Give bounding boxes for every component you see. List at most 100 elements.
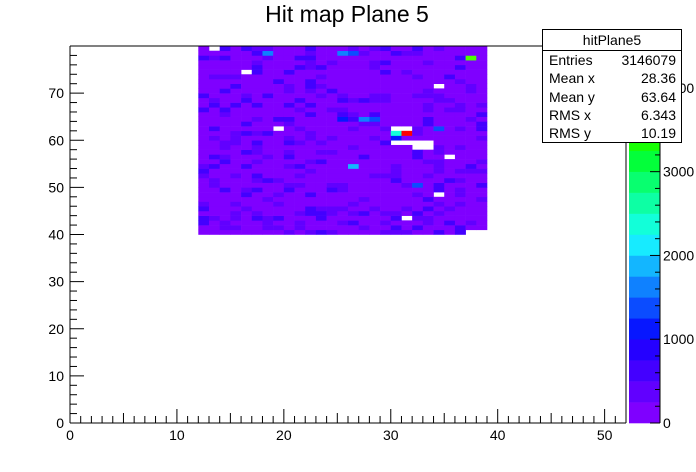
heatmap-cell (262, 192, 274, 198)
heatmap-cell (358, 46, 370, 52)
heatmap-cell (294, 206, 306, 212)
heatmap-cell (326, 182, 338, 188)
heatmap-cell (380, 149, 392, 155)
heatmap-cell (380, 74, 392, 80)
heatmap-cell (369, 210, 381, 216)
heatmap-cell (401, 74, 413, 80)
heatmap-cell (294, 144, 306, 150)
heatmap-cell (251, 107, 263, 113)
heatmap-cell (444, 173, 456, 179)
heatmap-cell (454, 140, 466, 146)
heatmap-cell (444, 187, 456, 193)
heatmap-cell (444, 135, 456, 141)
stats-title: hitPlane5 (543, 30, 681, 51)
heatmap-cell (251, 201, 263, 207)
heatmap-cell (273, 130, 285, 136)
heatmap-cell (390, 173, 402, 179)
heatmap-cell (369, 206, 381, 212)
heatmap-cell (294, 116, 306, 122)
heatmap-cell (369, 229, 381, 235)
heatmap-cell (315, 111, 327, 117)
heatmap-cell (412, 126, 424, 132)
heatmap-cell (348, 225, 359, 231)
heatmap-cell (305, 149, 317, 155)
heatmap-cell (198, 88, 210, 94)
heatmap-cell (241, 163, 253, 169)
color-scale-swatch (629, 360, 660, 382)
heatmap-cell (476, 46, 488, 52)
stats-value: 10.19 (640, 125, 676, 142)
heatmap-cell (390, 102, 402, 108)
heatmap-cell (369, 50, 381, 56)
y-tick-label: 30 (48, 274, 64, 290)
heatmap-cell (241, 149, 253, 155)
heatmap-cell (390, 149, 402, 155)
heatmap-cell (262, 55, 274, 61)
heatmap-cell (390, 50, 402, 56)
heatmap-cell (198, 159, 210, 165)
y-tick-label: 0 (56, 415, 64, 431)
heatmap-cell (465, 210, 477, 216)
heatmap-cell (219, 83, 231, 89)
heatmap-cell (326, 126, 338, 132)
heatmap-cell (390, 177, 402, 183)
heatmap-cell (273, 173, 285, 179)
heatmap-cell (348, 173, 359, 179)
heatmap-cell (369, 177, 381, 183)
heatmap-cell (369, 201, 381, 207)
heatmap-cell (476, 196, 488, 202)
heatmap-cell (305, 135, 317, 141)
heatmap-cell (465, 135, 477, 141)
stats-label: Entries (549, 52, 593, 68)
heatmap-cell (412, 173, 424, 179)
heatmap-cell (305, 220, 317, 226)
heatmap-cell (326, 215, 338, 221)
heatmap-cell (454, 215, 466, 221)
heatmap-cell (315, 83, 327, 89)
heatmap-cell (198, 69, 210, 75)
heatmap-cell (198, 215, 210, 221)
heatmap-cell (262, 215, 274, 221)
heatmap-cell (412, 220, 424, 226)
heatmap-cell (251, 220, 263, 226)
heatmap-cell (198, 168, 210, 174)
heatmap-cell (262, 121, 274, 127)
heatmap-cell (230, 192, 242, 198)
heatmap-cell (230, 225, 242, 231)
heatmap-cell (454, 196, 466, 202)
heatmap-cell (444, 229, 456, 235)
heatmap-cell (422, 173, 434, 179)
heatmap-cell (422, 210, 434, 216)
heatmap-cell (315, 64, 327, 70)
heatmap-cell (422, 220, 434, 226)
heatmap-cell (369, 187, 381, 193)
heatmap-cell (209, 168, 220, 174)
heatmap-cell (380, 187, 392, 193)
heatmap-cell (241, 55, 253, 61)
heatmap-cell (230, 102, 242, 108)
heatmap-cell (454, 64, 466, 70)
heatmap-cell (358, 93, 370, 99)
heatmap-cell (262, 107, 274, 113)
heatmap-cell (230, 140, 242, 146)
heatmap-cell (198, 126, 210, 132)
heatmap-cell (433, 177, 445, 183)
heatmap-cell (433, 225, 445, 231)
heatmap-cell (209, 97, 220, 103)
heatmap-cell (358, 74, 370, 80)
heatmap-cell (198, 64, 210, 70)
heatmap-cell (262, 163, 274, 169)
heatmap-cell (251, 135, 263, 141)
heatmap-cell (358, 102, 370, 108)
stats-value: 3146079 (621, 52, 676, 68)
heatmap-cell (348, 83, 359, 89)
heatmap-cell (422, 88, 434, 94)
heatmap-cell (444, 168, 456, 174)
heatmap-cell (380, 220, 392, 226)
heatmap-cell (476, 97, 488, 103)
heatmap-cell (380, 46, 392, 52)
heatmap-cell (241, 93, 253, 99)
heatmap-cell (380, 159, 392, 165)
heatmap-cell (476, 88, 488, 94)
